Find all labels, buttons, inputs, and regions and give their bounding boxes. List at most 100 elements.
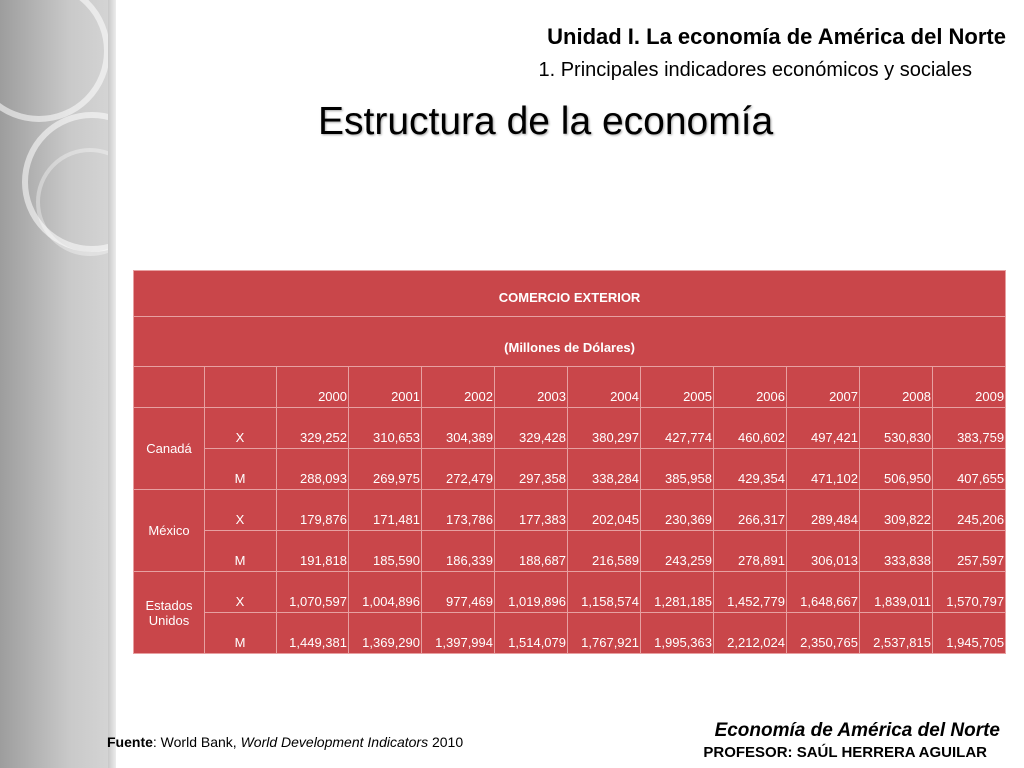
table-row: M 191,818 185,590 186,339 188,687 216,58… bbox=[134, 530, 1007, 572]
country-label: Estados Unidos bbox=[133, 571, 205, 654]
flow-type: M bbox=[204, 448, 277, 490]
flow-type: M bbox=[204, 530, 277, 572]
value-cell: 1,767,921 bbox=[567, 612, 641, 654]
value-cell: 243,259 bbox=[640, 530, 714, 572]
value-cell: 1,281,185 bbox=[640, 571, 714, 613]
value-cell: 329,428 bbox=[494, 407, 568, 449]
value-cell: 304,389 bbox=[421, 407, 495, 449]
table-row: M 288,093 269,975 272,479 297,358 338,28… bbox=[134, 448, 1007, 490]
value-cell: 310,653 bbox=[348, 407, 422, 449]
value-cell: 329,252 bbox=[276, 407, 349, 449]
value-cell: 1,397,994 bbox=[421, 612, 495, 654]
value-cell: 278,891 bbox=[713, 530, 787, 572]
value-cell: 297,358 bbox=[494, 448, 568, 490]
year-header: 2007 bbox=[786, 366, 860, 408]
value-cell: 1,449,381 bbox=[276, 612, 349, 654]
value-cell: 1,995,363 bbox=[640, 612, 714, 654]
header-blank-cell bbox=[204, 366, 277, 408]
country-label: México bbox=[133, 489, 205, 572]
year-header: 2002 bbox=[421, 366, 495, 408]
source-year: 2010 bbox=[431, 734, 464, 750]
flow-type: X bbox=[204, 571, 277, 613]
source-label: Fuente bbox=[107, 734, 153, 750]
value-cell: 216,589 bbox=[567, 530, 641, 572]
year-header: 2005 bbox=[640, 366, 714, 408]
value-cell: 427,774 bbox=[640, 407, 714, 449]
source-text: : World Bank, bbox=[152, 734, 241, 750]
value-cell: 185,590 bbox=[348, 530, 422, 572]
year-header: 2006 bbox=[713, 366, 787, 408]
value-cell: 257,597 bbox=[931, 530, 1007, 572]
trade-table: COMERCIO EXTERIOR (Millones de Dólares) … bbox=[132, 270, 1007, 654]
year-header-row: 2000 2001 2002 2003 2004 2005 2006 2007 … bbox=[133, 366, 1007, 408]
value-cell: 2,212,024 bbox=[713, 612, 787, 654]
year-header: 2004 bbox=[567, 366, 641, 408]
table-row: M 1,449,381 1,369,290 1,397,994 1,514,07… bbox=[134, 612, 1007, 654]
flow-type: M bbox=[204, 612, 277, 654]
value-cell: 1,369,290 bbox=[348, 612, 422, 654]
year-header: 2008 bbox=[859, 366, 933, 408]
value-cell: 1,070,597 bbox=[276, 571, 349, 613]
value-cell: 266,317 bbox=[713, 489, 787, 531]
value-cell: 380,297 bbox=[567, 407, 641, 449]
footer-course: Economía de América del Norte bbox=[714, 720, 1000, 741]
decorative-ring-inner bbox=[36, 148, 116, 256]
value-cell: 1,839,011 bbox=[859, 571, 933, 613]
value-cell: 530,830 bbox=[859, 407, 933, 449]
value-cell: 471,102 bbox=[786, 448, 860, 490]
value-cell: 288,093 bbox=[276, 448, 349, 490]
table-title: COMERCIO EXTERIOR bbox=[132, 270, 1007, 317]
value-cell: 977,469 bbox=[421, 571, 495, 613]
value-cell: 333,838 bbox=[859, 530, 933, 572]
source-note: Fuente: World Bank, World Development In… bbox=[107, 734, 463, 750]
value-cell: 272,479 bbox=[421, 448, 495, 490]
value-cell: 188,687 bbox=[494, 530, 568, 572]
flow-type: X bbox=[204, 407, 277, 449]
value-cell: 179,876 bbox=[276, 489, 349, 531]
value-cell: 506,950 bbox=[859, 448, 933, 490]
year-header: 2009 bbox=[931, 366, 1007, 408]
value-cell: 191,818 bbox=[276, 530, 349, 572]
value-cell: 202,045 bbox=[567, 489, 641, 531]
value-cell: 1,452,779 bbox=[713, 571, 787, 613]
value-cell: 173,786 bbox=[421, 489, 495, 531]
value-cell: 186,339 bbox=[421, 530, 495, 572]
value-cell: 1,945,705 bbox=[931, 612, 1007, 654]
unit-title: Unidad I. La economía de América del Nor… bbox=[547, 24, 1006, 49]
value-cell: 306,013 bbox=[786, 530, 860, 572]
value-cell: 1,004,896 bbox=[348, 571, 422, 613]
table-row: México X 179,876 171,481 173,786 177,383… bbox=[133, 489, 1007, 572]
year-header: 2000 bbox=[276, 366, 349, 408]
year-header: 2001 bbox=[348, 366, 422, 408]
year-header: 2003 bbox=[494, 366, 568, 408]
value-cell: 429,354 bbox=[713, 448, 787, 490]
country-label: Canadá bbox=[133, 407, 205, 490]
sidebar-edge bbox=[108, 0, 116, 768]
value-cell: 289,484 bbox=[786, 489, 860, 531]
footer-professor: PROFESOR: SAÚL HERRERA AGUILAR bbox=[703, 744, 987, 761]
value-cell: 385,958 bbox=[640, 448, 714, 490]
decorative-ring-top bbox=[0, 0, 110, 122]
value-cell: 1,648,667 bbox=[786, 571, 860, 613]
value-cell: 1,514,079 bbox=[494, 612, 568, 654]
value-cell: 497,421 bbox=[786, 407, 860, 449]
header-blank-cell bbox=[133, 366, 205, 408]
table-row: Estados Unidos X 1,070,597 1,004,896 977… bbox=[133, 571, 1007, 654]
value-cell: 460,602 bbox=[713, 407, 787, 449]
unit-subtitle: 1. Principales indicadores económicos y … bbox=[538, 59, 972, 81]
value-cell: 1,570,797 bbox=[931, 571, 1007, 613]
value-cell: 230,369 bbox=[640, 489, 714, 531]
value-cell: 1,158,574 bbox=[567, 571, 641, 613]
slide-title: Estructura de la economía bbox=[318, 100, 774, 143]
value-cell: 1,019,896 bbox=[494, 571, 568, 613]
decorative-sidebar bbox=[0, 0, 116, 768]
flow-type: X bbox=[204, 489, 277, 531]
table-units: (Millones de Dólares) bbox=[132, 316, 1007, 367]
value-cell: 245,206 bbox=[931, 489, 1007, 531]
source-publication: World Development Indicators bbox=[240, 734, 429, 750]
value-cell: 177,383 bbox=[494, 489, 568, 531]
value-cell: 383,759 bbox=[931, 407, 1007, 449]
value-cell: 269,975 bbox=[348, 448, 422, 490]
value-cell: 171,481 bbox=[348, 489, 422, 531]
value-cell: 338,284 bbox=[567, 448, 641, 490]
